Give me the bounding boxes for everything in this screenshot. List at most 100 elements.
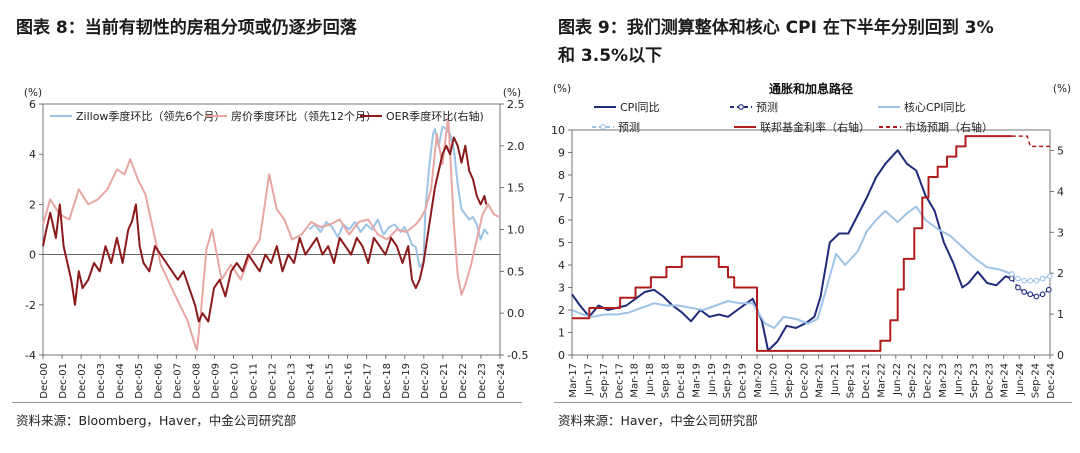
left-axis-tick-label: 6 (29, 98, 36, 111)
x-axis-tick-label: Dec-19 (401, 363, 412, 399)
x-axis-tick-label: Dec-21 (439, 363, 450, 399)
x-axis-tick-label: Dec-09 (210, 363, 221, 399)
x-axis-tick-label: Mar-21 (815, 363, 826, 398)
left-axis-tick-label: -2 (25, 299, 36, 312)
figure-8-source: 资料来源：Bloomberg，Haver，中金公司研究部 (16, 413, 297, 428)
x-axis-tick-label: Jun-21 (830, 363, 841, 396)
x-axis-tick-label: Dec-16 (344, 363, 355, 399)
left-axis-tick-label: 9 (558, 147, 565, 160)
left-axis-tick-label: 0 (29, 249, 36, 262)
legend-label: 联邦基金利率（右轴） (760, 120, 870, 134)
x-axis-tick-label: Dec-17 (614, 363, 625, 399)
left-axis-tick-label: 0 (558, 349, 565, 362)
x-axis-tick-label: Dec-13 (287, 363, 298, 399)
x-axis-tick-label: Mar-18 (630, 363, 641, 398)
series-marker-1-1 (1039, 291, 1046, 298)
left-axis-tick-label: 7 (558, 192, 565, 205)
legend-label: 预测 (756, 101, 778, 114)
left-axis-tick-label: 8 (558, 169, 565, 182)
x-axis-tick-label: Dec-17 (363, 363, 374, 399)
x-axis-tick-label: Mar-24 (1000, 363, 1011, 398)
x-axis-tick-label: Dec-18 (676, 363, 687, 399)
x-axis-tick-label: Sep-22 (907, 363, 918, 398)
x-axis-tick-label: Dec-12 (268, 363, 279, 399)
series-marker-1-1 (1045, 286, 1052, 293)
x-axis-tick-label: Sep-24 (1031, 363, 1042, 398)
x-axis-tick-label: Dec-22 (923, 363, 934, 399)
x-axis-tick-label: Dec-11 (248, 363, 259, 399)
x-axis-tick-label: Jun-19 (707, 363, 718, 396)
left-axis-tick-label: -4 (25, 349, 36, 362)
x-axis-tick-label: Dec-10 (229, 363, 240, 399)
left-axis-tick-label: 4 (558, 259, 565, 272)
series-line-1-0 (571, 149, 1013, 352)
right-axis-tick-label: 2 (1057, 267, 1064, 280)
x-axis-tick-label: Dec-06 (153, 363, 164, 399)
x-axis-tick-label: Dec-21 (861, 363, 872, 399)
right-axis-tick-label: 0.5 (507, 265, 525, 278)
x-axis-tick-label: Jun-24 (1015, 363, 1026, 396)
x-axis-tick-label: Jun-18 (645, 363, 656, 396)
x-axis-tick-label: Mar-22 (876, 363, 887, 398)
left-axis-tick-label: 4 (29, 148, 36, 161)
x-axis-tick-label: Dec-02 (77, 363, 88, 399)
x-axis-tick-label: Dec-14 (306, 363, 317, 399)
left-axis-tick-label: 5 (558, 237, 565, 250)
x-axis-tick-label: Dec-04 (115, 363, 126, 399)
series-line-0-1 (42, 115, 500, 351)
x-axis-tick-label: Mar-23 (938, 363, 949, 398)
x-axis-tick-label: Dec-23 (477, 363, 488, 399)
right-axis-tick-label: 0 (1057, 349, 1064, 362)
right-axis-tick-label: 4 (1057, 185, 1064, 198)
legend-label: 市场预期（右轴） (905, 120, 993, 134)
x-axis-tick-label: Jun-17 (583, 363, 594, 396)
series-marker-1-1 (1015, 284, 1021, 291)
series-line-0-0 (308, 125, 489, 269)
x-axis-tick-label: Dec-19 (738, 363, 749, 399)
left-axis-tick-label: 1 (558, 327, 565, 340)
x-axis-tick-label: Dec-24 (496, 363, 507, 399)
x-axis-tick-label: Dec-00 (39, 363, 50, 399)
figure-9-divider (554, 402, 1072, 403)
legend-label: 房价季度环比（领先12个月） (231, 109, 377, 123)
right-axis-tick-label: 0.0 (507, 307, 525, 320)
figure-8-title: 图表 8：当前有韧性的房租分项或仍逐步回落 (16, 18, 357, 38)
x-axis-tick-label: Dec-24 (1046, 363, 1057, 399)
x-axis-tick-label: Jun-22 (892, 363, 903, 396)
x-axis-tick-label: Mar-17 (568, 363, 579, 398)
legend-swatch-marker (738, 104, 744, 110)
series-marker-1-3 (1015, 275, 1021, 282)
x-axis-tick-label: Sep-18 (661, 363, 672, 398)
legend-label: 预测 (618, 121, 640, 134)
series-line-1-2 (571, 205, 1013, 329)
left-axis-tick-label: 2 (558, 304, 565, 317)
series-marker-1-1 (1027, 291, 1034, 298)
right-axis-unit: (%) (503, 87, 521, 99)
x-axis-tick-label: Sep-21 (846, 363, 857, 398)
legend-label: CPI同比 (620, 101, 660, 114)
x-axis-tick-label: Dec-18 (382, 363, 393, 399)
left-axis-unit: (%) (24, 87, 42, 99)
x-axis-tick-label: Dec-03 (96, 363, 107, 399)
x-axis-tick-label: Dec-20 (799, 363, 810, 399)
legend-label: Zillow季度环比（领先6个月） (76, 109, 225, 123)
x-axis-tick-label: Dec-07 (172, 363, 183, 399)
series-line-1-4 (572, 135, 1012, 352)
right-axis-tick-label: 2.0 (507, 140, 525, 153)
right-axis-tick-label: 3 (1057, 226, 1064, 239)
right-axis-tick-label: 2.5 (507, 98, 525, 111)
series-line-0-2 (42, 136, 488, 323)
x-axis-tick-label: Jun-20 (768, 363, 779, 396)
right-axis-unit: (%) (1053, 83, 1071, 95)
x-axis-tick-label: Sep-20 (784, 363, 795, 398)
figure-9-panel: 图表 9：我们测算整体和核心 CPI 在下半年分别回到 3% 和 3.5%以下 … (542, 0, 1080, 453)
x-axis-tick-label: Dec-05 (134, 363, 145, 399)
x-axis-tick-label: Dec-01 (58, 363, 69, 399)
right-axis-tick-label: 5 (1057, 144, 1064, 157)
legend-swatch-marker (600, 124, 606, 130)
x-axis-tick-label: Dec-22 (458, 363, 469, 399)
right-axis-tick-label: 1 (1057, 308, 1064, 321)
x-axis-tick-label: Dec-08 (191, 363, 202, 399)
legend-label: OER季度环比(右轴) (386, 109, 484, 123)
left-axis-tick-label: 6 (558, 214, 565, 227)
